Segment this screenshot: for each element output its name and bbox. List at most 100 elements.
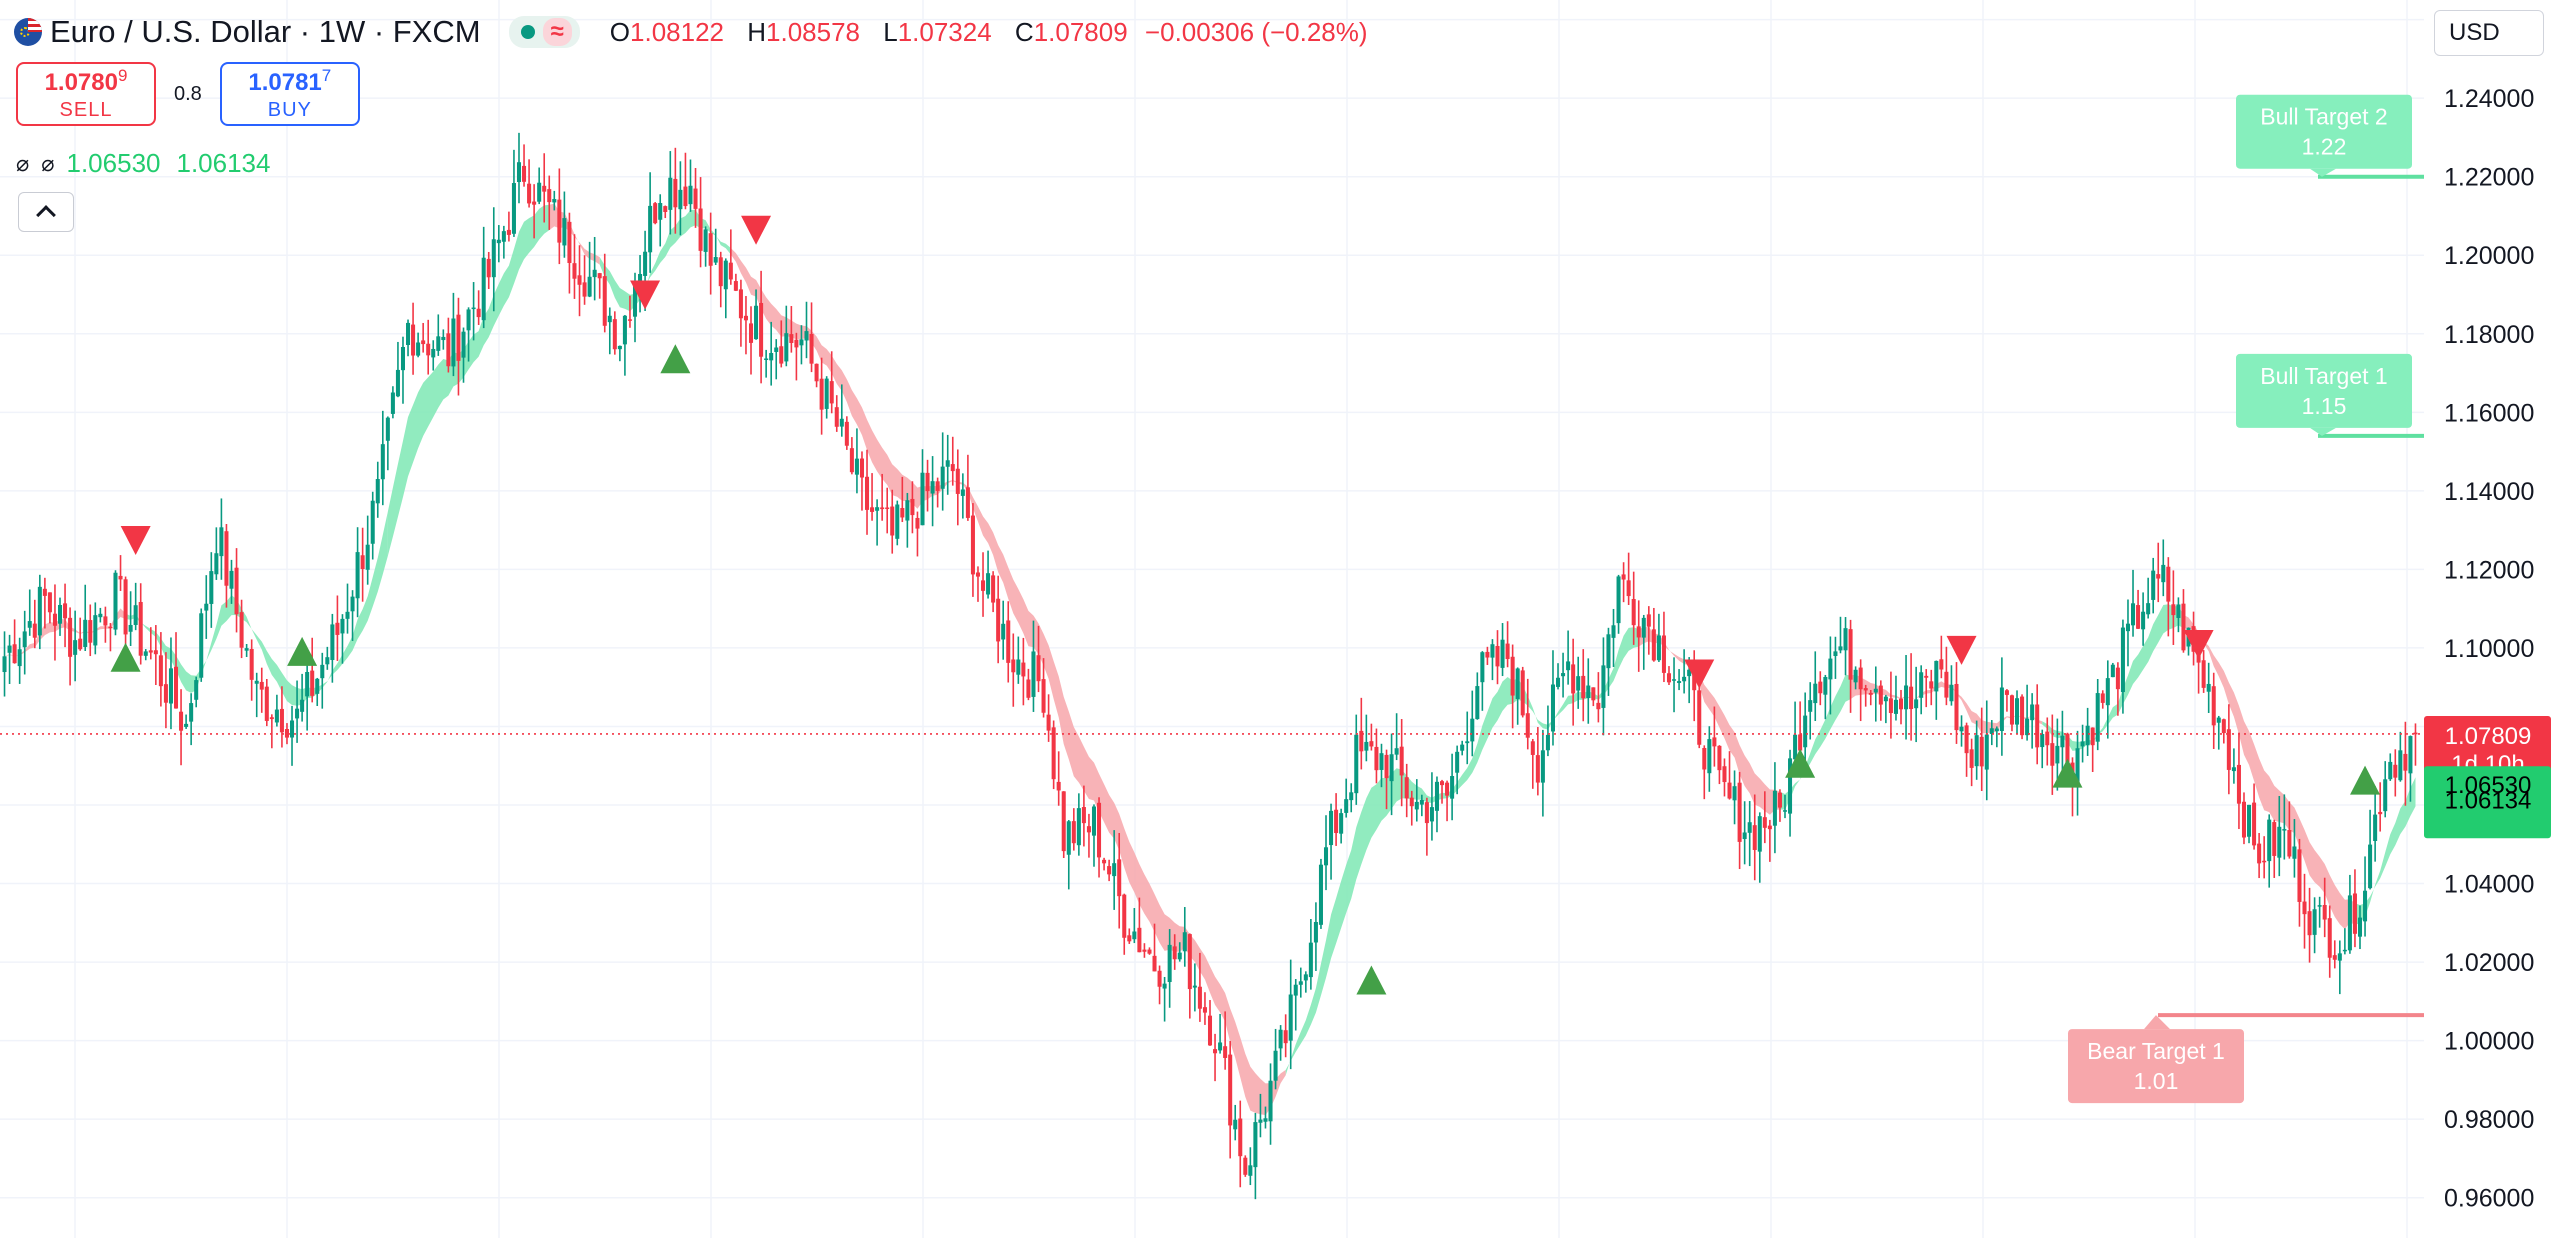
candle-body (37, 586, 42, 636)
candle-body (759, 302, 764, 357)
callout-box (2236, 94, 2412, 169)
candle-body (653, 203, 658, 224)
candle-body (1162, 983, 1167, 989)
candle-body (1061, 791, 1066, 852)
indicator-legend[interactable]: ⌀ ⌀ 1.06530 1.06134 (16, 148, 286, 179)
signal-down-arrow-icon (120, 525, 151, 555)
candle-body (1465, 741, 1470, 744)
candle-body (1798, 734, 1803, 751)
candle-body (113, 572, 118, 630)
candle-body (779, 346, 784, 364)
bull-target-label[interactable]: Bull Target 1 1.15 (2236, 353, 2412, 436)
indicator-value-2: 1.06134 (176, 148, 271, 178)
candle-body (1434, 781, 1439, 811)
candle-body (1187, 934, 1192, 990)
symbol-title[interactable]: Euro / U.S. Dollar · 1W · FXCM (50, 14, 481, 49)
candle-body (915, 517, 920, 529)
price-tick-label: 1.02000 (2444, 949, 2534, 977)
candle-body (537, 182, 542, 202)
candle-body (1989, 728, 1994, 734)
candle-body (920, 472, 925, 526)
bull-target-label[interactable]: Bull Target 2 1.22 (2236, 94, 2412, 177)
candle-body (1898, 698, 1904, 710)
price-axis[interactable]: 1.24000 1.22000 1.20000 1.18000 1.16000 1.140… (2424, 0, 2559, 1238)
candle-body (1278, 1029, 1283, 1049)
candle-body (421, 340, 426, 345)
candle-body (1626, 580, 1631, 597)
candle-body (163, 684, 168, 703)
candle-body (2413, 732, 2418, 735)
market-open-dot-icon (520, 25, 535, 39)
candle-body (1878, 685, 1883, 705)
candle-body (859, 458, 864, 478)
candle-body (1298, 981, 1303, 985)
candle-body (1919, 672, 1924, 698)
candle-body (2337, 953, 2342, 961)
candle-body (290, 720, 295, 738)
buy-button[interactable]: 1.07817 BUY (219, 62, 360, 126)
candle-body (1379, 753, 1384, 770)
candle-body (1571, 664, 1576, 694)
candle-body (1202, 1007, 1207, 1013)
candle-body (986, 573, 991, 595)
sell-button[interactable]: 1.07809 SELL (16, 62, 156, 126)
open-label: O (609, 16, 631, 47)
candle-body (1147, 949, 1152, 954)
candle-body (1384, 754, 1389, 779)
candle-body (133, 605, 138, 625)
candle-body (1137, 927, 1142, 953)
candle-body (713, 257, 718, 263)
sell-price: 1.0780 (44, 69, 118, 96)
buy-price-pip: 7 (321, 66, 332, 85)
data-status-pill[interactable]: ≈ (508, 16, 580, 48)
indicator-symbol-1: ⌀ (16, 150, 30, 176)
candle-body (1777, 792, 1782, 808)
bear-target-label[interactable]: Bear Target 1 1.01 (2068, 1015, 2244, 1104)
candle-body (501, 231, 506, 242)
candle-body (2312, 909, 2317, 935)
target-title: Bear Target 1 (2087, 1038, 2225, 1064)
candle-body (1838, 646, 1843, 651)
candle-body (73, 640, 78, 655)
candle-body (406, 322, 411, 346)
price-tick-label: 1.04000 (2444, 871, 2534, 899)
currency-select[interactable]: USD (2434, 10, 2544, 56)
bear-trend-band (2183, 614, 2355, 930)
candle-body (1939, 659, 1944, 670)
candle-body (522, 165, 527, 182)
candle-body (1323, 847, 1329, 866)
candle-body (1949, 684, 1954, 702)
candle-body (1364, 741, 1369, 751)
collapse-legend-button[interactable] (18, 192, 74, 232)
candle-body (1611, 625, 1616, 638)
candle-body (2272, 822, 2277, 856)
candle-body (1969, 749, 1974, 768)
candle-body (2267, 819, 2272, 862)
candle-body (179, 711, 184, 731)
candle-body (1697, 690, 1702, 745)
candle-body (1329, 810, 1334, 846)
candle-body (1359, 730, 1364, 752)
candle-body (1510, 656, 1515, 696)
candle-body (1566, 661, 1571, 671)
sell-label: SELL (59, 99, 113, 121)
candle-body (68, 617, 73, 657)
candle-body (814, 363, 819, 382)
sell-price-pip: 9 (117, 66, 128, 85)
candle-body (1238, 1118, 1243, 1157)
candle-body (1253, 1122, 1258, 1168)
candle-body (1656, 635, 1661, 661)
candle-body (748, 323, 754, 343)
candle-body (143, 651, 148, 656)
candle-body (1999, 687, 2004, 731)
candle-body (1853, 669, 1858, 683)
signal-up-arrow-icon (1356, 965, 1387, 995)
candle-body (587, 276, 592, 297)
candle-body (2040, 734, 2045, 748)
candle-body (2050, 743, 2055, 766)
candle-body (1273, 1050, 1278, 1081)
candle-body (1641, 617, 1646, 638)
candle-body (63, 603, 68, 619)
candle-body (975, 572, 981, 577)
